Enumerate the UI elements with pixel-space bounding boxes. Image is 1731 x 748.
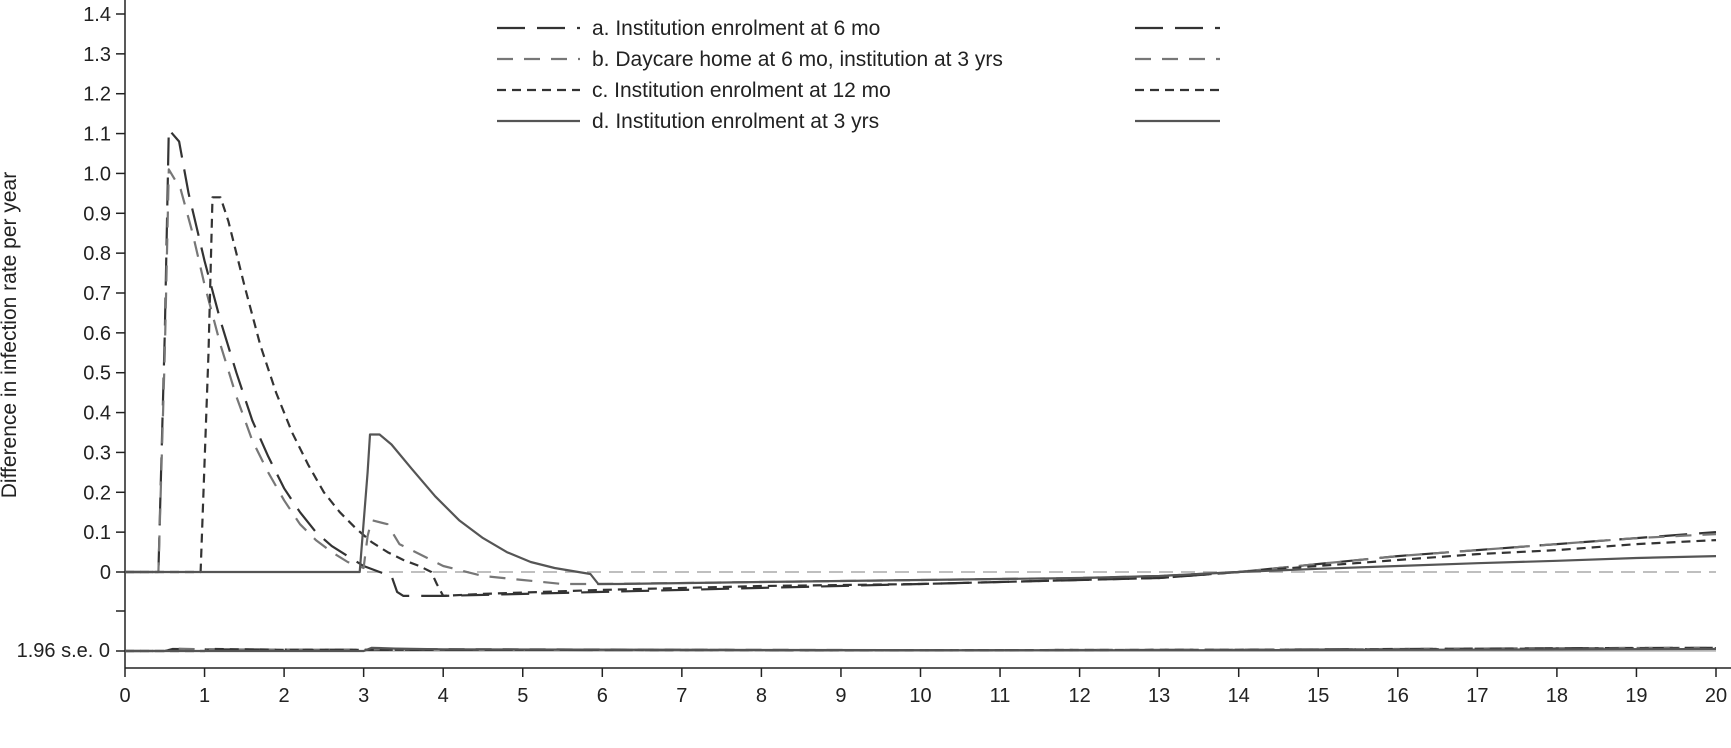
x-tick-label: 2 bbox=[279, 685, 290, 707]
series-line-c bbox=[125, 196, 1717, 597]
y-axis: 0 0.1 0.2 0.3 0.4 0.5 0.6 0.7 0.8 0.9 1.0 1.1 1.2 1.3… bbox=[83, 0, 126, 668]
series-line-d bbox=[125, 433, 1717, 586]
x-tick-label: 13 bbox=[1148, 685, 1170, 707]
legend-entry-a: a. Institution enrolment at 6 mo bbox=[592, 17, 880, 40]
y-tick-label: 1.0 bbox=[83, 163, 111, 185]
x-tick-label: 0 bbox=[119, 685, 130, 707]
x-tick-label: 7 bbox=[676, 685, 687, 707]
se-line-d bbox=[125, 646, 1717, 653]
y-tick-label: 1.2 bbox=[83, 84, 111, 106]
y-tick-label: 0.5 bbox=[83, 363, 111, 385]
legend-entry-c: c. Institution enrolment at 12 mo bbox=[592, 79, 891, 102]
y-tick-label: 0 bbox=[100, 562, 111, 584]
y-tick-label: 0.8 bbox=[83, 243, 111, 265]
x-tick-label: 9 bbox=[835, 685, 846, 707]
y-tick-label: 1.4 bbox=[83, 4, 111, 26]
y-tick-label: 0.6 bbox=[83, 323, 111, 345]
x-tick-label: 12 bbox=[1068, 685, 1090, 707]
legend-entry-b: b. Daycare home at 6 mo, institution at … bbox=[592, 48, 1003, 71]
y-tick-label: 1.1 bbox=[83, 124, 111, 146]
x-tick-label: 20 bbox=[1705, 685, 1727, 707]
x-tick-label: 4 bbox=[438, 685, 449, 707]
legend-entry-d: d. Institution enrolment at 3 yrs bbox=[592, 110, 879, 133]
x-tick-label: 8 bbox=[756, 685, 767, 707]
y-tick-label: 0.7 bbox=[83, 283, 111, 305]
x-tick-label: 11 bbox=[990, 685, 1011, 707]
x-tick-label: 5 bbox=[517, 685, 528, 707]
y-axis-title: Difference in infection rate per year bbox=[0, 172, 21, 498]
x-tick-label: 14 bbox=[1228, 685, 1250, 707]
x-tick-label: 18 bbox=[1546, 685, 1568, 707]
plot-area bbox=[125, 128, 1717, 653]
x-axis: 0 1 2 3 4 5 6 7 8 9 10 11 12 13 14 15 16 17 18 19 20 bbox=[119, 667, 1731, 707]
x-tick-label: 10 bbox=[909, 685, 931, 707]
legend: a. Institution enrolment at 6 mo b. Dayca… bbox=[497, 17, 1220, 133]
y-tick-label: 0.3 bbox=[83, 442, 111, 464]
x-tick-label: 6 bbox=[597, 685, 608, 707]
x-tick-label: 15 bbox=[1307, 685, 1329, 707]
y-tick-label: 0.4 bbox=[83, 403, 111, 425]
y-tick-label: 0.9 bbox=[83, 203, 111, 225]
se-panel-label: 1.96 s.e. 0 bbox=[17, 640, 110, 662]
x-tick-label: 19 bbox=[1625, 685, 1647, 707]
x-tick-label: 1 bbox=[199, 685, 210, 707]
x-tick-label: 3 bbox=[358, 685, 369, 707]
y-tick-label: 0.2 bbox=[83, 482, 111, 504]
x-tick-label: 17 bbox=[1466, 685, 1488, 707]
x-tick-label: 16 bbox=[1387, 685, 1409, 707]
y-tick-label: 1.3 bbox=[83, 44, 111, 66]
y-tick-label: 0.1 bbox=[83, 522, 111, 544]
